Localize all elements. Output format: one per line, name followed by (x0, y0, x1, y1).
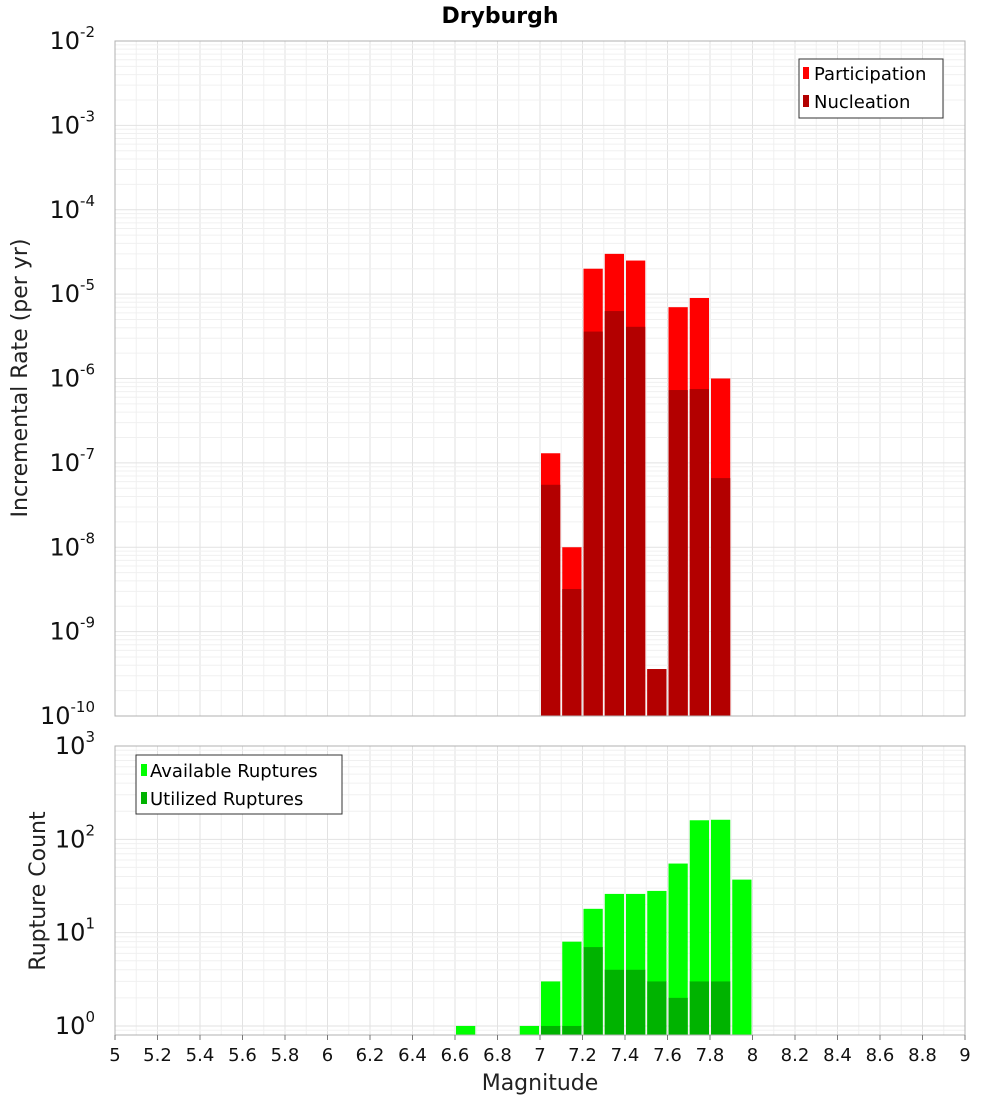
x-tick-label: 5 (109, 1045, 120, 1066)
bar-nucleation (647, 669, 667, 716)
bottom-panel: 103 102 101 100 5 5.2 5.4 5.6 5.8 6 6.2 6.4 6.6 6.8 7… (26, 728, 971, 1096)
bar-utilized-ruptures (647, 981, 667, 1035)
bar-nucleation (541, 484, 561, 716)
bot-y-tick-label: 101 (55, 915, 95, 947)
x-tick-label: 7.8 (696, 1045, 725, 1066)
bar-available-ruptures (456, 1025, 476, 1035)
x-tick-label: 5.6 (228, 1045, 257, 1066)
top-y-tick-label: 10-7 (49, 445, 95, 477)
legend-label-nucleation: Nucleation (814, 92, 910, 113)
bar-available-ruptures (711, 819, 731, 1035)
top-y-tick-label: 10-8 (49, 529, 95, 561)
top-panel: 10-2 10-3 10-4 10-5 10-6 10-7 10-8 10-9 10-10 In… (8, 23, 966, 730)
top-y-tick-label: 10-2 (49, 23, 95, 55)
x-tick-label: 8.4 (823, 1045, 852, 1066)
x-tick-label: 8.2 (781, 1045, 810, 1066)
x-axis-label: Magnitude (482, 1071, 599, 1096)
top-y-tick-label: 10-4 (49, 192, 95, 224)
top-legend: Participation Nucleation (798, 58, 944, 119)
bar-available-ruptures (689, 820, 709, 1035)
x-tick-label: 6.8 (483, 1045, 512, 1066)
bar-utilized-ruptures (583, 947, 603, 1035)
top-bars (541, 253, 731, 716)
top-y-tick-label: 10-5 (49, 276, 95, 308)
top-grid (114, 40, 966, 717)
x-tick-label: 6.2 (356, 1045, 385, 1066)
bar-nucleation (583, 331, 603, 716)
bar-nucleation (689, 389, 709, 716)
top-legend-box (798, 58, 944, 119)
top-y-tick-label: 10-10 (40, 698, 95, 730)
x-tick-label: 5.8 (271, 1045, 300, 1066)
bot-y-tick-label: 100 (55, 1008, 95, 1040)
bar-nucleation (711, 478, 731, 716)
bottom-bars (456, 819, 752, 1035)
bottom-y-ticks: 103 102 101 100 (55, 728, 95, 1040)
bar-utilized-ruptures (689, 981, 709, 1035)
top-y-tick-label: 10-6 (49, 361, 95, 393)
x-tick-label: 6 (322, 1045, 333, 1066)
legend-swatch-utilized (141, 792, 147, 804)
x-tick-label: 8 (747, 1045, 758, 1066)
bottom-legend-box (135, 754, 343, 815)
chart-title: Dryburgh (441, 4, 558, 29)
bar-nucleation (562, 589, 582, 716)
bar-nucleation (626, 326, 646, 716)
top-plot-border (114, 40, 966, 717)
legend-label-participation: Participation (814, 64, 926, 85)
legend-swatch-nucleation (803, 95, 809, 107)
bottom-y-axis-label: Rupture Count (26, 811, 51, 971)
x-tick-label: 7 (534, 1045, 545, 1066)
bottom-x-ticks: 5 5.2 5.4 5.6 5.8 6 6.2 6.4 6.6 6.8 7 7.2 7.4 7.6 7.8 8… (109, 1035, 971, 1066)
bar-available-ruptures (562, 941, 582, 1035)
bar-utilized-ruptures (711, 981, 731, 1035)
x-tick-label: 7.2 (568, 1045, 597, 1066)
top-y-tick-label: 10-9 (49, 614, 95, 646)
legend-swatch-participation (803, 67, 809, 79)
x-tick-label: 6.6 (441, 1045, 470, 1066)
top-y-ticks: 10-2 10-3 10-4 10-5 10-6 10-7 10-8 10-9 10-10 (40, 23, 95, 730)
bar-nucleation (604, 311, 624, 716)
bar-available-ruptures (519, 1025, 539, 1035)
bar-available-ruptures (541, 981, 561, 1035)
bottom-legend: Available Ruptures Utilized Ruptures (135, 754, 343, 815)
legend-label-available: Available Ruptures (150, 761, 318, 782)
x-tick-label: 7.4 (611, 1045, 640, 1066)
x-tick-label: 8.8 (908, 1045, 937, 1066)
bar-available-ruptures (668, 863, 688, 1035)
bot-y-tick-label: 103 (55, 728, 95, 760)
x-tick-label: 9 (959, 1045, 970, 1066)
x-tick-label: 8.6 (866, 1045, 895, 1066)
top-y-tick-label: 10-3 (49, 107, 95, 139)
legend-label-utilized: Utilized Ruptures (150, 789, 303, 810)
top-y-axis-label: Incremental Rate (per yr) (8, 239, 33, 518)
bar-utilized-ruptures (668, 997, 688, 1035)
x-tick-label: 5.2 (143, 1045, 172, 1066)
bar-utilized-ruptures (604, 969, 624, 1035)
bar-available-ruptures (732, 879, 752, 1035)
x-tick-label: 5.4 (186, 1045, 215, 1066)
bar-utilized-ruptures (626, 969, 646, 1035)
bar-utilized-ruptures (541, 1025, 561, 1035)
x-tick-label: 6.4 (398, 1045, 427, 1066)
bot-y-tick-label: 102 (55, 821, 95, 853)
legend-swatch-available (141, 764, 147, 776)
bar-nucleation (668, 390, 688, 716)
bar-utilized-ruptures (562, 1025, 582, 1035)
x-tick-label: 7.6 (653, 1045, 682, 1066)
